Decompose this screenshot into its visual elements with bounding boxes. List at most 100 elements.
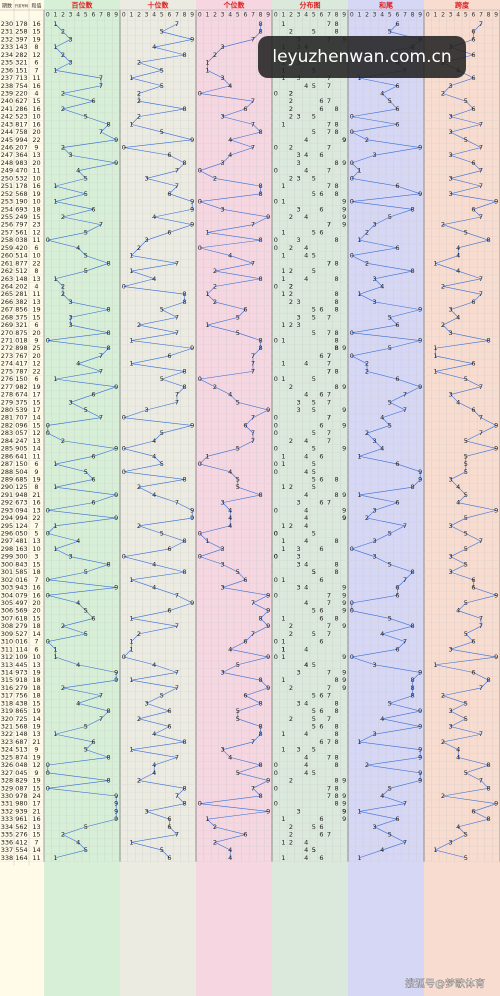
- position-digit: 4: [152, 730, 156, 738]
- digit-header: 6: [471, 12, 475, 19]
- digit-header: 3: [449, 12, 453, 19]
- position-digit: 4: [152, 560, 156, 568]
- position-digit: 3: [145, 406, 149, 414]
- distribution-digit: 7: [327, 499, 331, 507]
- position-digit: 8: [107, 259, 111, 267]
- sum: 20: [32, 329, 40, 337]
- distribution-digit: 1: [281, 545, 285, 553]
- draw-number: 148: [15, 275, 27, 283]
- distribution-digit: 7: [327, 313, 331, 321]
- span: 7: [479, 182, 483, 190]
- distribution-digit: 0: [274, 89, 278, 97]
- distribution-digit: 6: [319, 723, 323, 731]
- position-digit: 8: [259, 182, 263, 190]
- position-digit: 2: [61, 213, 65, 221]
- draw-number: 375: [15, 313, 27, 321]
- digit-header: 4: [228, 12, 232, 19]
- period: 265: [1, 290, 13, 298]
- position-digit: 0: [122, 414, 126, 422]
- position-digit: 3: [221, 584, 225, 592]
- distribution-digit: 7: [327, 144, 331, 152]
- sum: 11: [32, 452, 40, 460]
- distribution-digit: 2: [289, 483, 293, 491]
- distribution-digit: 7: [327, 128, 331, 136]
- distribution-digit: 5: [312, 228, 316, 236]
- span: 1: [433, 846, 437, 854]
- span: 7: [479, 275, 483, 283]
- distribution-digit: 5: [312, 475, 316, 483]
- distribution-digit: 7: [327, 360, 331, 368]
- digit-header: 1: [281, 12, 285, 19]
- position-digit: 5: [160, 846, 164, 854]
- distribution-digit: 8: [335, 337, 339, 345]
- distribution-digit: 9: [342, 684, 346, 692]
- distribution-digit: 7: [327, 630, 331, 638]
- distribution-digit: 7: [327, 221, 331, 229]
- distribution-digit: 4: [304, 136, 308, 144]
- span: 3: [449, 645, 453, 653]
- position-digit: 0: [122, 144, 126, 152]
- distribution-digit: 0: [274, 653, 278, 661]
- distribution-digit: 1: [281, 182, 285, 190]
- position-digit: 4: [152, 584, 156, 592]
- period: 294: [1, 514, 13, 522]
- period: 259: [1, 244, 13, 252]
- position-digit: 7: [175, 668, 179, 676]
- period: 330: [1, 792, 13, 800]
- digit-header: 2: [365, 12, 369, 19]
- position-digit: 5: [236, 707, 240, 715]
- position-digit: 6: [167, 545, 171, 553]
- span: 7: [479, 614, 483, 622]
- span: 2: [441, 738, 445, 746]
- span: 6: [471, 35, 475, 43]
- period: 295: [1, 522, 13, 530]
- distribution-digit: 0: [274, 761, 278, 769]
- sum-tail: 6: [395, 815, 399, 823]
- position-digit: 4: [228, 846, 232, 854]
- span: 9: [494, 445, 498, 453]
- period: 323: [1, 738, 13, 746]
- span: 8: [487, 236, 491, 244]
- distribution-digit: 6: [319, 190, 323, 198]
- position-digit: 1: [205, 815, 209, 823]
- span: 5: [464, 545, 468, 553]
- distribution-digit: 7: [327, 414, 331, 422]
- distribution-digit: 6: [319, 97, 323, 105]
- draw-number: 514: [15, 252, 27, 260]
- distribution-digit: 0: [274, 553, 278, 561]
- span: 4: [456, 313, 460, 321]
- position-digit: 4: [76, 661, 80, 669]
- span: 3: [449, 838, 453, 846]
- distribution-digit: 1: [281, 483, 285, 491]
- period: 287: [1, 460, 13, 468]
- position-digit: 6: [243, 306, 247, 314]
- span: 6: [471, 159, 475, 167]
- position-digit: 8: [259, 128, 263, 136]
- span: 5: [464, 514, 468, 522]
- position-digit: 2: [61, 89, 65, 97]
- period: 312: [1, 653, 13, 661]
- period: 270: [1, 329, 13, 337]
- digit-header: 3: [297, 12, 301, 19]
- span: 3: [449, 707, 453, 715]
- sum: 12: [32, 429, 40, 437]
- distribution-digit: 4: [304, 151, 308, 159]
- distribution-digit: 6: [319, 306, 323, 314]
- distribution-digit: 0: [274, 282, 278, 290]
- distribution-digit: 1: [281, 74, 285, 82]
- position-digit: 2: [137, 630, 141, 638]
- digit-header: 3: [69, 12, 73, 19]
- position-digit: 1: [129, 676, 133, 684]
- span: 5: [464, 468, 468, 476]
- draw-number: 865: [15, 707, 27, 715]
- position-digit: 4: [228, 854, 232, 862]
- period: 313: [1, 661, 13, 669]
- period: 299: [1, 553, 13, 561]
- draw-number: 207: [15, 144, 27, 152]
- position-digit: 8: [183, 367, 187, 375]
- digit-header: 9: [190, 12, 194, 19]
- position-digit: 9: [114, 584, 118, 592]
- sum-tail: 7: [403, 522, 407, 530]
- sum-tail: 3: [373, 553, 377, 561]
- distribution-digit: 2: [289, 89, 293, 97]
